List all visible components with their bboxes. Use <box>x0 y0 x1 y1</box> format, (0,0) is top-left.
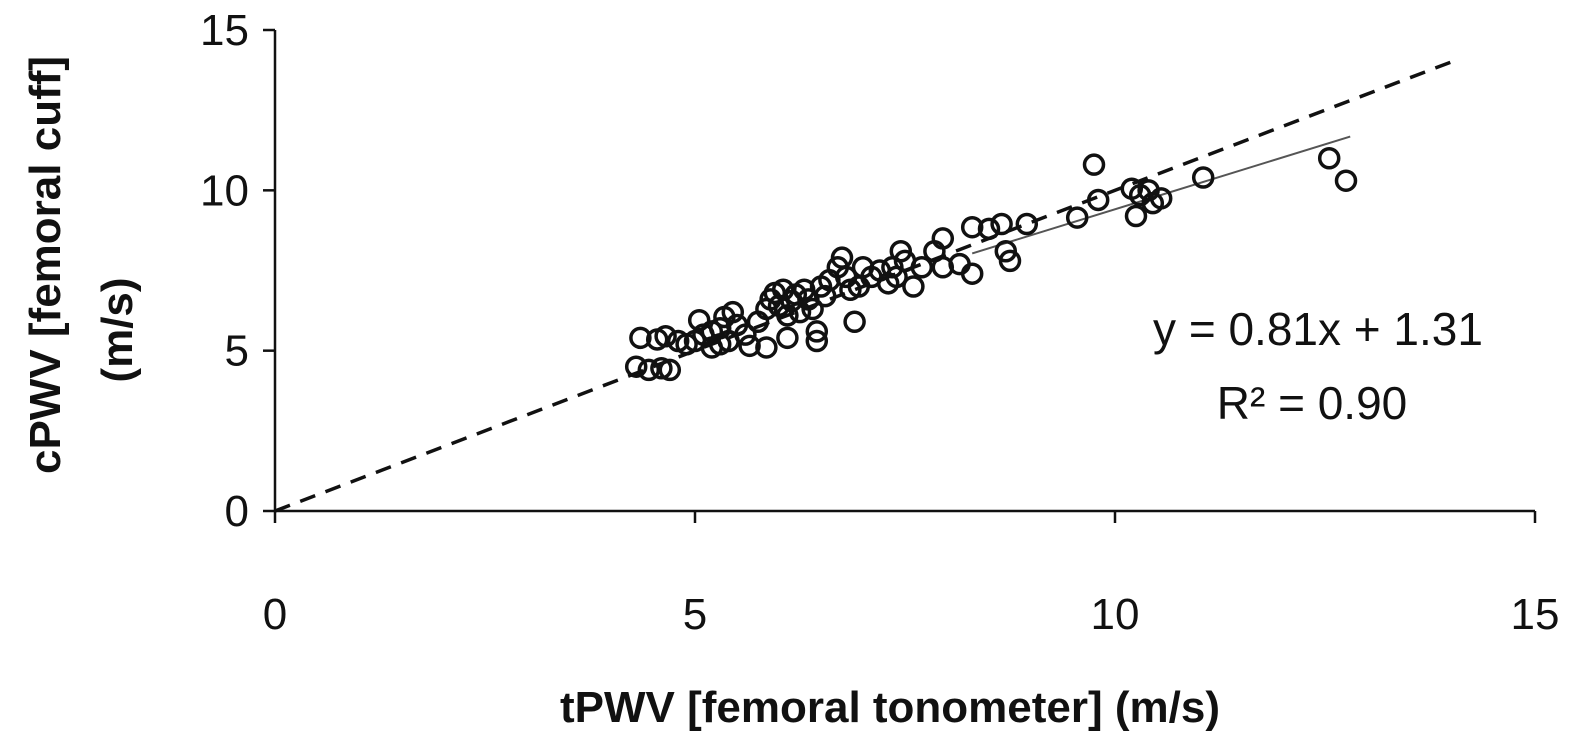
data-point <box>960 262 984 285</box>
y-axis-title-line1: cPWV [femoral cuff] <box>21 56 70 474</box>
data-point <box>1124 204 1148 228</box>
data-point <box>1065 206 1089 229</box>
data-point <box>910 256 934 279</box>
data-point <box>1086 188 1110 212</box>
data-point <box>990 212 1013 236</box>
r-squared-label: R² = 0.90 <box>1217 377 1408 429</box>
data-point <box>1317 147 1341 170</box>
data-point <box>629 326 652 350</box>
data-point <box>801 297 824 321</box>
data-point <box>1082 153 1106 176</box>
y-tick-label: 5 <box>225 327 249 376</box>
axes-layer: 0 5 10 15 0 5 10 15 <box>200 6 1559 639</box>
plot-area: 0 5 10 15 0 5 10 15 <box>200 6 1559 639</box>
regression-line <box>971 135 1351 255</box>
lines-layer <box>274 60 1452 513</box>
data-point <box>650 357 673 380</box>
data-point <box>734 323 757 346</box>
y-tick-label: 0 <box>225 487 249 536</box>
identity-line <box>274 60 1452 513</box>
data-point <box>721 300 745 324</box>
points-layer <box>624 147 1358 382</box>
x-axis-title: tPWV [femoral tonometer] (m/s) <box>560 683 1220 732</box>
data-point <box>977 217 1001 241</box>
data-point <box>776 304 799 327</box>
data-point <box>1334 169 1358 192</box>
data-point <box>931 227 955 250</box>
data-point <box>738 334 761 358</box>
regression-equation: y = 0.81x + 1.31 <box>1153 303 1483 355</box>
data-point <box>998 249 1022 273</box>
data-point <box>805 320 829 343</box>
data-point <box>805 329 829 353</box>
y-tick-label: 15 <box>200 6 249 55</box>
y-axis-title-line2: (m/s) <box>93 277 142 382</box>
data-point <box>658 358 682 382</box>
data-point <box>637 358 661 382</box>
data-point <box>654 324 677 348</box>
data-point <box>1191 166 1215 189</box>
data-point <box>902 275 925 298</box>
data-point <box>708 333 732 356</box>
data-point <box>624 355 648 378</box>
x-tick-label: 10 <box>1091 590 1140 639</box>
data-point <box>776 326 799 350</box>
data-point <box>1149 187 1173 210</box>
data-point <box>960 215 984 239</box>
data-point <box>843 310 866 334</box>
x-tick-label: 0 <box>263 590 287 639</box>
data-point <box>687 308 711 332</box>
data-point <box>1015 212 1039 236</box>
x-tick-label: 15 <box>1511 590 1560 639</box>
x-tick-label: 5 <box>683 590 707 639</box>
data-point <box>755 336 778 359</box>
y-tick-label: 10 <box>200 166 249 215</box>
